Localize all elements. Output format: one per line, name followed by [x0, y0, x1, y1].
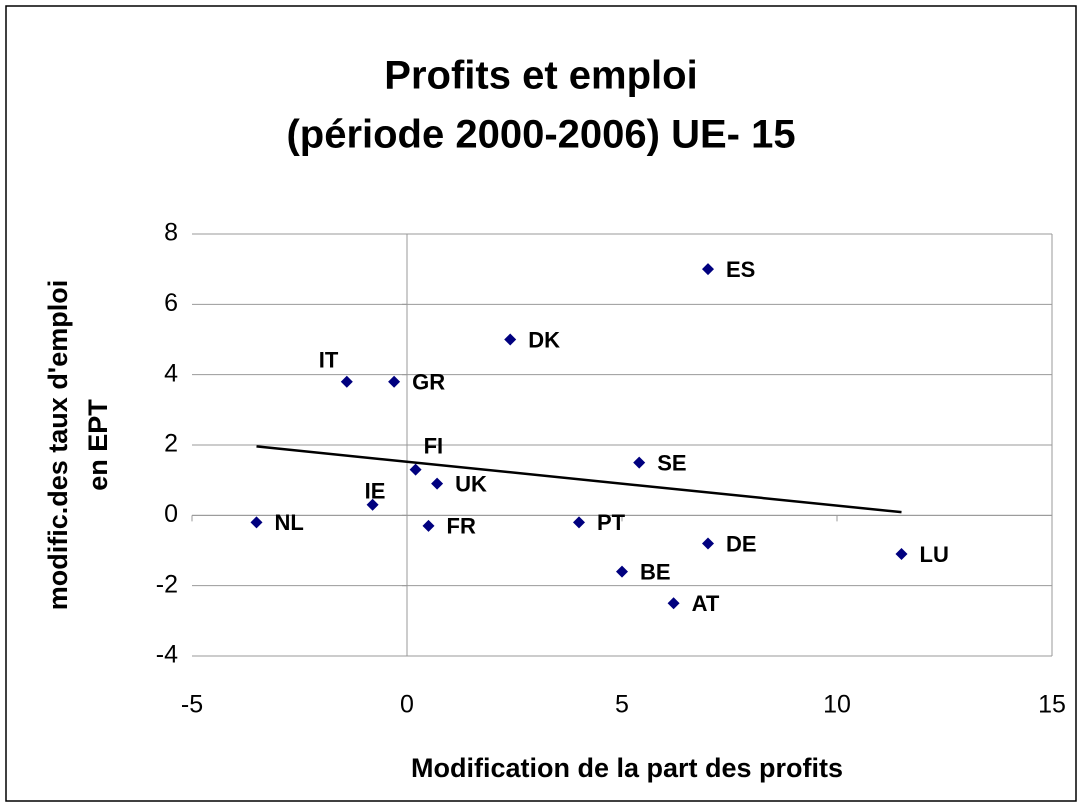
point-label: ES [726, 257, 755, 282]
x-tick-label: 15 [1038, 691, 1066, 719]
y-tick-label: 4 [164, 359, 178, 387]
point [573, 516, 585, 529]
point-label: FI [424, 433, 444, 458]
x-tick-label: 10 [823, 691, 851, 719]
chart-frame [5, 5, 1077, 802]
point [702, 537, 714, 550]
y-axis-title: modific.des taux d'emploi [43, 280, 73, 610]
point-label: PT [597, 510, 626, 535]
point [616, 565, 628, 578]
point-label: DE [726, 531, 757, 556]
y-tick-label: 6 [164, 289, 178, 317]
point [667, 597, 680, 610]
point-label: NL [275, 510, 304, 535]
y-tick-label: 8 [164, 219, 178, 247]
y-tick-label: 0 [164, 500, 178, 528]
point [388, 375, 401, 388]
x-tick-label: 0 [400, 691, 414, 719]
y-tick-label: -4 [156, 641, 178, 669]
point-label: GR [412, 370, 445, 395]
point [895, 548, 908, 561]
x-axis-title: Modification de la part des profits [411, 753, 843, 783]
point [431, 477, 444, 490]
y-tick-label: -2 [156, 570, 178, 598]
point-label: DK [528, 327, 560, 352]
trendline [256, 445, 902, 514]
y-tick-label: 2 [164, 430, 178, 458]
point [250, 516, 263, 529]
x-tick-label: 5 [615, 691, 629, 719]
point [409, 463, 422, 476]
point [422, 519, 435, 532]
point-label: LU [920, 542, 949, 567]
point [366, 498, 379, 511]
point-label: FR [447, 514, 476, 539]
chart-title: (période 2000-2006) UE- 15 [286, 113, 795, 157]
point [702, 263, 714, 276]
point-label: IE [365, 479, 386, 504]
point [633, 456, 646, 469]
chart-title: Profits et emploi [384, 54, 697, 98]
point-label: BE [640, 559, 671, 584]
y-axis-title: en EPT [83, 399, 113, 491]
point [340, 375, 353, 388]
x-tick-label: -5 [181, 691, 203, 719]
point-label: AT [692, 591, 720, 616]
point-label: IT [319, 348, 339, 373]
point-label: UK [455, 471, 487, 496]
point [504, 333, 517, 346]
point-label: SE [657, 450, 686, 475]
